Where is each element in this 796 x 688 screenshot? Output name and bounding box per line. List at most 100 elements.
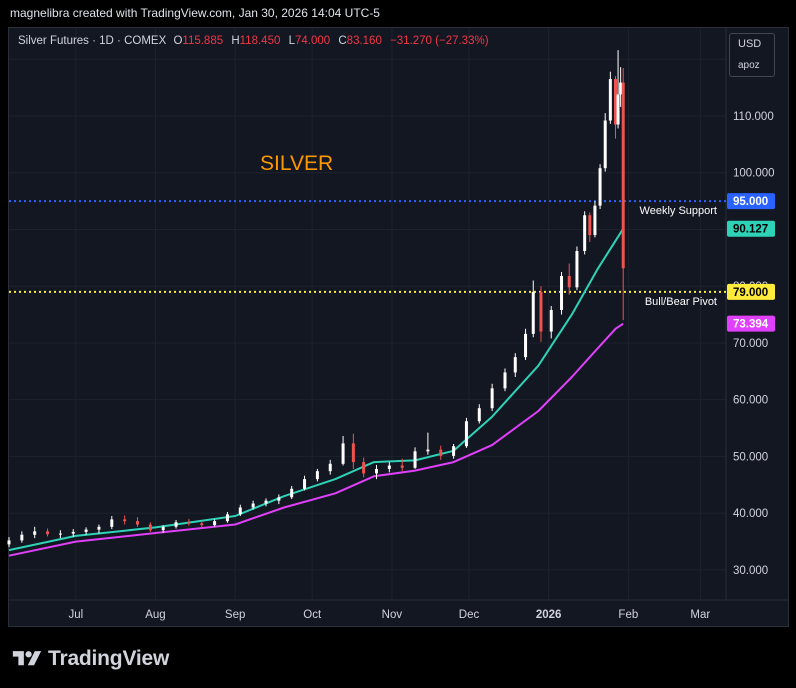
- series-value-badge-text: 90.127: [733, 224, 768, 236]
- candle-body: [33, 531, 37, 535]
- candle-body: [187, 522, 191, 524]
- candle-body: [315, 471, 319, 480]
- currency-unit-selector[interactable]: USD apoz: [729, 33, 775, 77]
- price-tick-label: 30.000: [733, 565, 768, 577]
- candle-body: [303, 479, 307, 489]
- legend-high-label: H: [231, 35, 240, 47]
- chart-credit: magnelibra created with TradingView.com,…: [10, 6, 380, 20]
- candle-body: [174, 522, 178, 527]
- legend-low-value: 74.000: [294, 35, 331, 47]
- candle-body: [161, 526, 165, 531]
- candle-body: [110, 519, 114, 527]
- tradingview-logo-icon: [12, 651, 42, 666]
- candle-body: [439, 449, 443, 456]
- tradingview-wordmark: TradingView: [48, 647, 170, 670]
- candle-body: [549, 310, 553, 332]
- candle-body: [616, 94, 620, 125]
- candle-body: [477, 408, 481, 422]
- symbol-legend: Silver Futures · 1D · COMEX O115.885 H11…: [18, 35, 494, 47]
- time-tick-label: Oct: [303, 609, 322, 621]
- price-axis[interactable]: 30.00040.00050.00060.00070.00080.00090.0…: [733, 54, 775, 577]
- candle-body: [200, 523, 204, 526]
- legend-change: −31.270 (−27.33%): [390, 35, 489, 47]
- candle-body: [225, 514, 229, 522]
- candle-body: [464, 421, 468, 447]
- candle-body: [362, 462, 366, 474]
- level-price-badge-text: 95.000: [733, 196, 768, 208]
- level-price-badge: [727, 193, 775, 210]
- legend-close-value: 83.160: [346, 35, 382, 47]
- ema-slow-line: [8, 322, 624, 557]
- chart-frame[interactable]: [8, 27, 789, 627]
- candle-body: [621, 82, 625, 269]
- candle-body: [277, 497, 281, 501]
- candle-body: [97, 526, 101, 530]
- candle-body: [251, 503, 255, 508]
- time-tick-label: Dec: [459, 609, 480, 621]
- moving-averages: [8, 228, 625, 557]
- candle-body: [613, 79, 617, 125]
- chart-title-annotation: SILVER: [260, 152, 333, 175]
- candle-body: [413, 451, 417, 468]
- unit-label: apoz: [738, 60, 760, 71]
- candle-body: [387, 465, 391, 469]
- time-tick-label: Nov: [382, 609, 403, 621]
- candle-body: [46, 531, 50, 535]
- candle-body: [213, 521, 217, 526]
- candle-body: [20, 534, 24, 541]
- legend-low-label: L: [288, 35, 295, 47]
- candle-body: [513, 357, 517, 373]
- legend-open-label: O: [173, 35, 183, 47]
- candle-body: [328, 463, 332, 472]
- candle-body: [539, 291, 543, 332]
- candle-body: [238, 507, 242, 515]
- candle-body: [567, 275, 571, 288]
- series-value-badge: [727, 315, 775, 332]
- time-tick-label: 2026: [536, 609, 562, 621]
- candle-body: [619, 82, 623, 95]
- series-value-badge-text: 73.394: [733, 319, 769, 331]
- candle-body: [426, 449, 430, 452]
- candle-body: [123, 519, 127, 522]
- candle-body: [84, 529, 88, 532]
- ema-fast-line: [8, 228, 625, 552]
- candle-body: [374, 468, 378, 474]
- horizontal-levels: [9, 200, 726, 293]
- candle-body: [598, 168, 602, 206]
- candle-body: [135, 521, 139, 525]
- time-tick-label: Jul: [68, 609, 83, 621]
- legend-open-value: 115.885: [182, 35, 224, 47]
- candle-body: [148, 524, 152, 531]
- candle-body: [608, 79, 612, 121]
- candle-body: [593, 205, 597, 236]
- price-tick-label: 60.000: [733, 395, 768, 407]
- candle-body: [351, 443, 355, 463]
- candle-body: [400, 465, 404, 468]
- price-tick-label: 50.000: [733, 451, 768, 463]
- price-tick-label: 100.000: [733, 168, 775, 180]
- candles: [7, 50, 625, 548]
- candle-body: [560, 275, 564, 311]
- chart-annotations: Weekly Support 95.000 Bull/Bear Pivot 79.00…: [260, 152, 775, 332]
- level-price-badge: [727, 283, 775, 300]
- candle-body: [264, 500, 268, 504]
- candle-body: [588, 215, 592, 236]
- currency-label: USD: [738, 38, 762, 50]
- grid-lines: [9, 28, 726, 600]
- candle-body: [583, 215, 587, 252]
- series-value-badge: [727, 220, 775, 237]
- candle-body: [531, 291, 535, 334]
- candle-body: [524, 333, 528, 358]
- time-axis[interactable]: Jul Aug Sep Oct Nov Dec 2026 Feb Mar: [68, 609, 710, 621]
- price-tick-label: 40.000: [733, 508, 768, 520]
- level-name-label: Weekly Support: [640, 205, 717, 217]
- candle-body: [452, 446, 456, 456]
- level-name-label: Bull/Bear Pivot: [645, 296, 717, 308]
- candle-body: [7, 540, 11, 545]
- candle-body: [503, 372, 507, 389]
- tradingview-brand[interactable]: TradingView: [12, 647, 169, 671]
- candle-body: [603, 120, 607, 169]
- legend-symbol[interactable]: Silver Futures · 1D · COMEX: [18, 35, 167, 47]
- level-price-badge-text: 79.000: [733, 287, 768, 299]
